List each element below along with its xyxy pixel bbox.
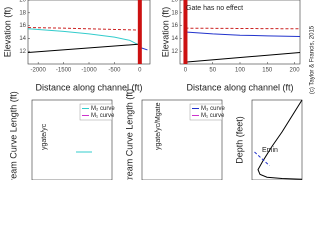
x-tick-label: 0 <box>138 68 142 74</box>
y-tick-label: 16 <box>19 23 26 29</box>
legend-label: M₁ curve <box>91 113 115 119</box>
series-line <box>27 43 140 53</box>
annotation: Gate has no effect <box>186 5 243 12</box>
x-tick-label: 200 <box>290 68 301 74</box>
y-axis-label: Elevation (ft) <box>2 7 12 58</box>
annotation: Emin <box>262 147 278 154</box>
y-tick-label: 20 <box>171 0 178 4</box>
series-line <box>185 31 301 37</box>
y-axis-label: nstream Curve Length (ft) <box>124 89 134 180</box>
y-tick-label: 18 <box>171 10 178 16</box>
y-tick-label: 16 <box>171 23 178 29</box>
y-tick-label: 20 <box>19 0 26 4</box>
y-tick-label: 14 <box>171 36 178 42</box>
annotation: ygate/yc/Mgate <box>155 102 162 150</box>
series-line <box>254 151 270 166</box>
series-line <box>257 99 303 180</box>
credit: (c) Taylor & Francis, 2015 <box>310 25 316 94</box>
x-tick-label: -2000 <box>30 68 46 74</box>
series-line <box>27 28 138 45</box>
legend-label: M₃ curve <box>201 106 225 112</box>
legend-label: M₂ curve <box>91 106 115 112</box>
x-tick-label: 100 <box>235 68 246 74</box>
figure: (c) Taylor & Francis, 2015 -2000 -1500 -10… <box>0 0 320 180</box>
annotation: ygate/yc <box>41 123 48 150</box>
x-axis-label: Distance along channel (ft) <box>35 82 142 92</box>
plot-area <box>251 99 303 180</box>
series-line <box>185 51 301 63</box>
y-tick-label: 18 <box>19 10 26 16</box>
x-tick-label: 150 <box>262 68 273 74</box>
x-tick-label: 0 <box>184 68 188 74</box>
series-line <box>27 27 140 31</box>
y-tick-label: 12 <box>171 49 178 55</box>
x-axis-label: Distance along channel (ft) <box>186 82 293 92</box>
y-axis-label: stream Curve Length (ft) <box>8 91 18 180</box>
x-tick-label: -1000 <box>81 68 97 74</box>
x-tick-label: -500 <box>108 68 121 74</box>
y-axis-label: Depth (feet) <box>234 116 244 164</box>
y-tick-label: 12 <box>19 49 26 55</box>
y-axis-label: Elevation (ft) <box>160 7 170 58</box>
x-tick-label: 50 <box>209 68 216 74</box>
x-tick-label: -1500 <box>56 68 72 74</box>
y-tick-label: 14 <box>19 36 26 42</box>
plot-area <box>31 99 113 180</box>
plot-area <box>141 99 223 180</box>
series-line <box>185 27 301 30</box>
background <box>0 0 320 180</box>
legend-label: M₁ curve <box>201 113 225 119</box>
